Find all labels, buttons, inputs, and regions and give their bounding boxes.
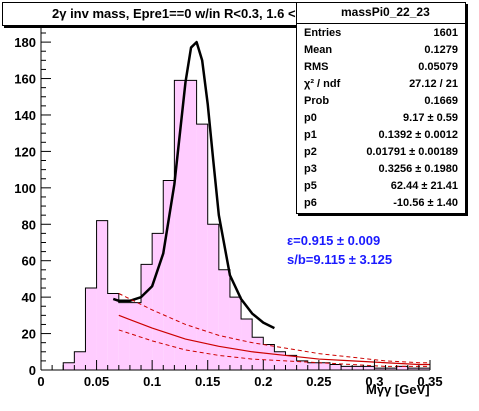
histogram-bar bbox=[218, 269, 230, 370]
histogram-bar bbox=[196, 124, 208, 370]
histogram-bar bbox=[129, 302, 142, 370]
stat-value: 0.3256 ± 0.1980 bbox=[378, 163, 458, 175]
stat-row: p1 0.1392 ± 0.0012 bbox=[304, 127, 458, 143]
stat-label: Entries bbox=[304, 27, 342, 39]
stat-value: 27.12 / 21 bbox=[409, 78, 458, 90]
stat-row: p0 9.17 ± 0.59 bbox=[304, 110, 458, 126]
x-tick-label: 0.05 bbox=[84, 374, 109, 389]
stat-label: p0 bbox=[304, 112, 317, 124]
stat-row: RMS 0.05079 bbox=[304, 59, 458, 75]
stat-value: 0.1669 bbox=[424, 95, 458, 107]
x-tick-label: 0.3 bbox=[365, 374, 383, 389]
stats-separator bbox=[297, 23, 465, 24]
stat-value: 0.1392 ± 0.0012 bbox=[378, 129, 458, 141]
stat-value: 0.05079 bbox=[418, 61, 458, 73]
histogram-bar bbox=[418, 368, 430, 370]
histogram-bar bbox=[207, 224, 219, 370]
histogram-bar bbox=[407, 368, 419, 370]
background-fit-curve bbox=[118, 314, 430, 366]
y-tick-label: 140 bbox=[14, 108, 36, 123]
histogram-bar bbox=[118, 302, 130, 370]
y-tick-label: 40 bbox=[22, 290, 36, 305]
stat-row: χ² / ndf 27.12 / 21 bbox=[304, 76, 458, 92]
stat-row: p6 -10.56 ± 1.40 bbox=[304, 195, 458, 211]
y-tick-label: 80 bbox=[22, 217, 36, 232]
histogram-bar bbox=[152, 233, 164, 370]
y-tick-label: 20 bbox=[22, 327, 36, 342]
stat-row: Prob 0.1669 bbox=[304, 93, 458, 109]
stat-row: Mean 0.1279 bbox=[304, 42, 458, 58]
stat-label: RMS bbox=[304, 61, 329, 73]
histogram-bar bbox=[63, 362, 75, 370]
stat-label: Mean bbox=[304, 44, 333, 56]
histogram-bar bbox=[241, 318, 253, 370]
x-tick-label: 0.1 bbox=[143, 374, 161, 389]
histogram-bar bbox=[74, 351, 86, 370]
signal-background-annotation: s/b=9.115 ± 3.125 bbox=[287, 252, 393, 267]
histogram-bar bbox=[107, 293, 119, 370]
histogram-bar bbox=[252, 337, 264, 370]
stat-label: p3 bbox=[304, 163, 317, 175]
stat-row: p5 62.44 ± 21.41 bbox=[304, 178, 458, 194]
stat-label: Prob bbox=[304, 95, 330, 107]
histogram-bar bbox=[263, 344, 275, 370]
histogram-bar bbox=[352, 366, 364, 370]
x-tick-label: 0 bbox=[37, 374, 44, 389]
efficiency-annotation: ε=0.915 ± 0.009 bbox=[287, 233, 381, 248]
stats-box: massPi0_22_23 Entries 1601 Mean 0.1279 RMS… bbox=[296, 2, 466, 214]
stat-row: p3 0.3256 ± 0.1980 bbox=[304, 161, 458, 177]
histogram-bar bbox=[307, 362, 319, 370]
histogram-bar bbox=[85, 288, 97, 370]
histogram-bar bbox=[318, 362, 330, 370]
total-fit-curve bbox=[112, 40, 275, 330]
stat-label: p6 bbox=[304, 197, 317, 209]
x-axis-title: Mγγ [GeV] bbox=[366, 382, 430, 397]
histogram-bar bbox=[163, 180, 175, 370]
histogram-bar bbox=[141, 264, 153, 370]
x-tick-label: 0.15 bbox=[195, 374, 220, 389]
x-tick-label: 0.25 bbox=[306, 374, 331, 389]
y-tick-label: 60 bbox=[22, 254, 36, 269]
stat-value: 9.17 ± 0.59 bbox=[403, 112, 458, 124]
stat-value: 62.44 ± 21.41 bbox=[390, 180, 458, 192]
stat-value: -10.56 ± 1.40 bbox=[393, 197, 458, 209]
stat-label: p2 bbox=[304, 146, 317, 158]
histogram-bar bbox=[341, 366, 353, 370]
stats-histogram-name: massPi0_22_23 bbox=[341, 5, 430, 19]
stat-label: p5 bbox=[304, 180, 317, 192]
y-tick-label: 0 bbox=[29, 363, 36, 378]
histogram-bar bbox=[296, 360, 308, 370]
stat-row: p2 0.01791 ± 0.00189 bbox=[304, 144, 458, 160]
histogram-bar bbox=[385, 368, 397, 370]
stat-value: 1601 bbox=[433, 27, 458, 39]
y-tick-label: 160 bbox=[14, 72, 36, 87]
x-tick-label: 0.35 bbox=[417, 374, 442, 389]
histogram-bar bbox=[285, 355, 297, 370]
histogram-bar bbox=[329, 364, 342, 370]
histogram-bar bbox=[374, 368, 386, 370]
stat-label: p1 bbox=[304, 129, 317, 141]
background-upper-band-curve bbox=[118, 293, 430, 364]
histogram-bar bbox=[185, 80, 197, 371]
x-tick-label: 0.2 bbox=[254, 374, 272, 389]
plot-axes: 0 0.05 0.1 0.15 0.2 0.25 0.3 0.35 0 20 40 60 80 100 12… bbox=[14, 28, 443, 389]
histogram-bar bbox=[229, 297, 242, 370]
stat-row: Entries 1601 bbox=[304, 25, 458, 41]
histogram-bar bbox=[363, 366, 375, 370]
y-tick-label: 100 bbox=[14, 181, 36, 196]
histogram-bar bbox=[396, 366, 408, 370]
stat-label: χ² / ndf bbox=[304, 78, 341, 90]
y-tick-label: 180 bbox=[14, 35, 36, 50]
histogram-bar bbox=[174, 80, 186, 371]
stat-value: 0.1279 bbox=[424, 44, 458, 56]
stat-value: 0.01791 ± 0.00189 bbox=[366, 146, 458, 158]
y-tick-label: 120 bbox=[14, 144, 36, 159]
histogram-bar bbox=[96, 220, 108, 370]
